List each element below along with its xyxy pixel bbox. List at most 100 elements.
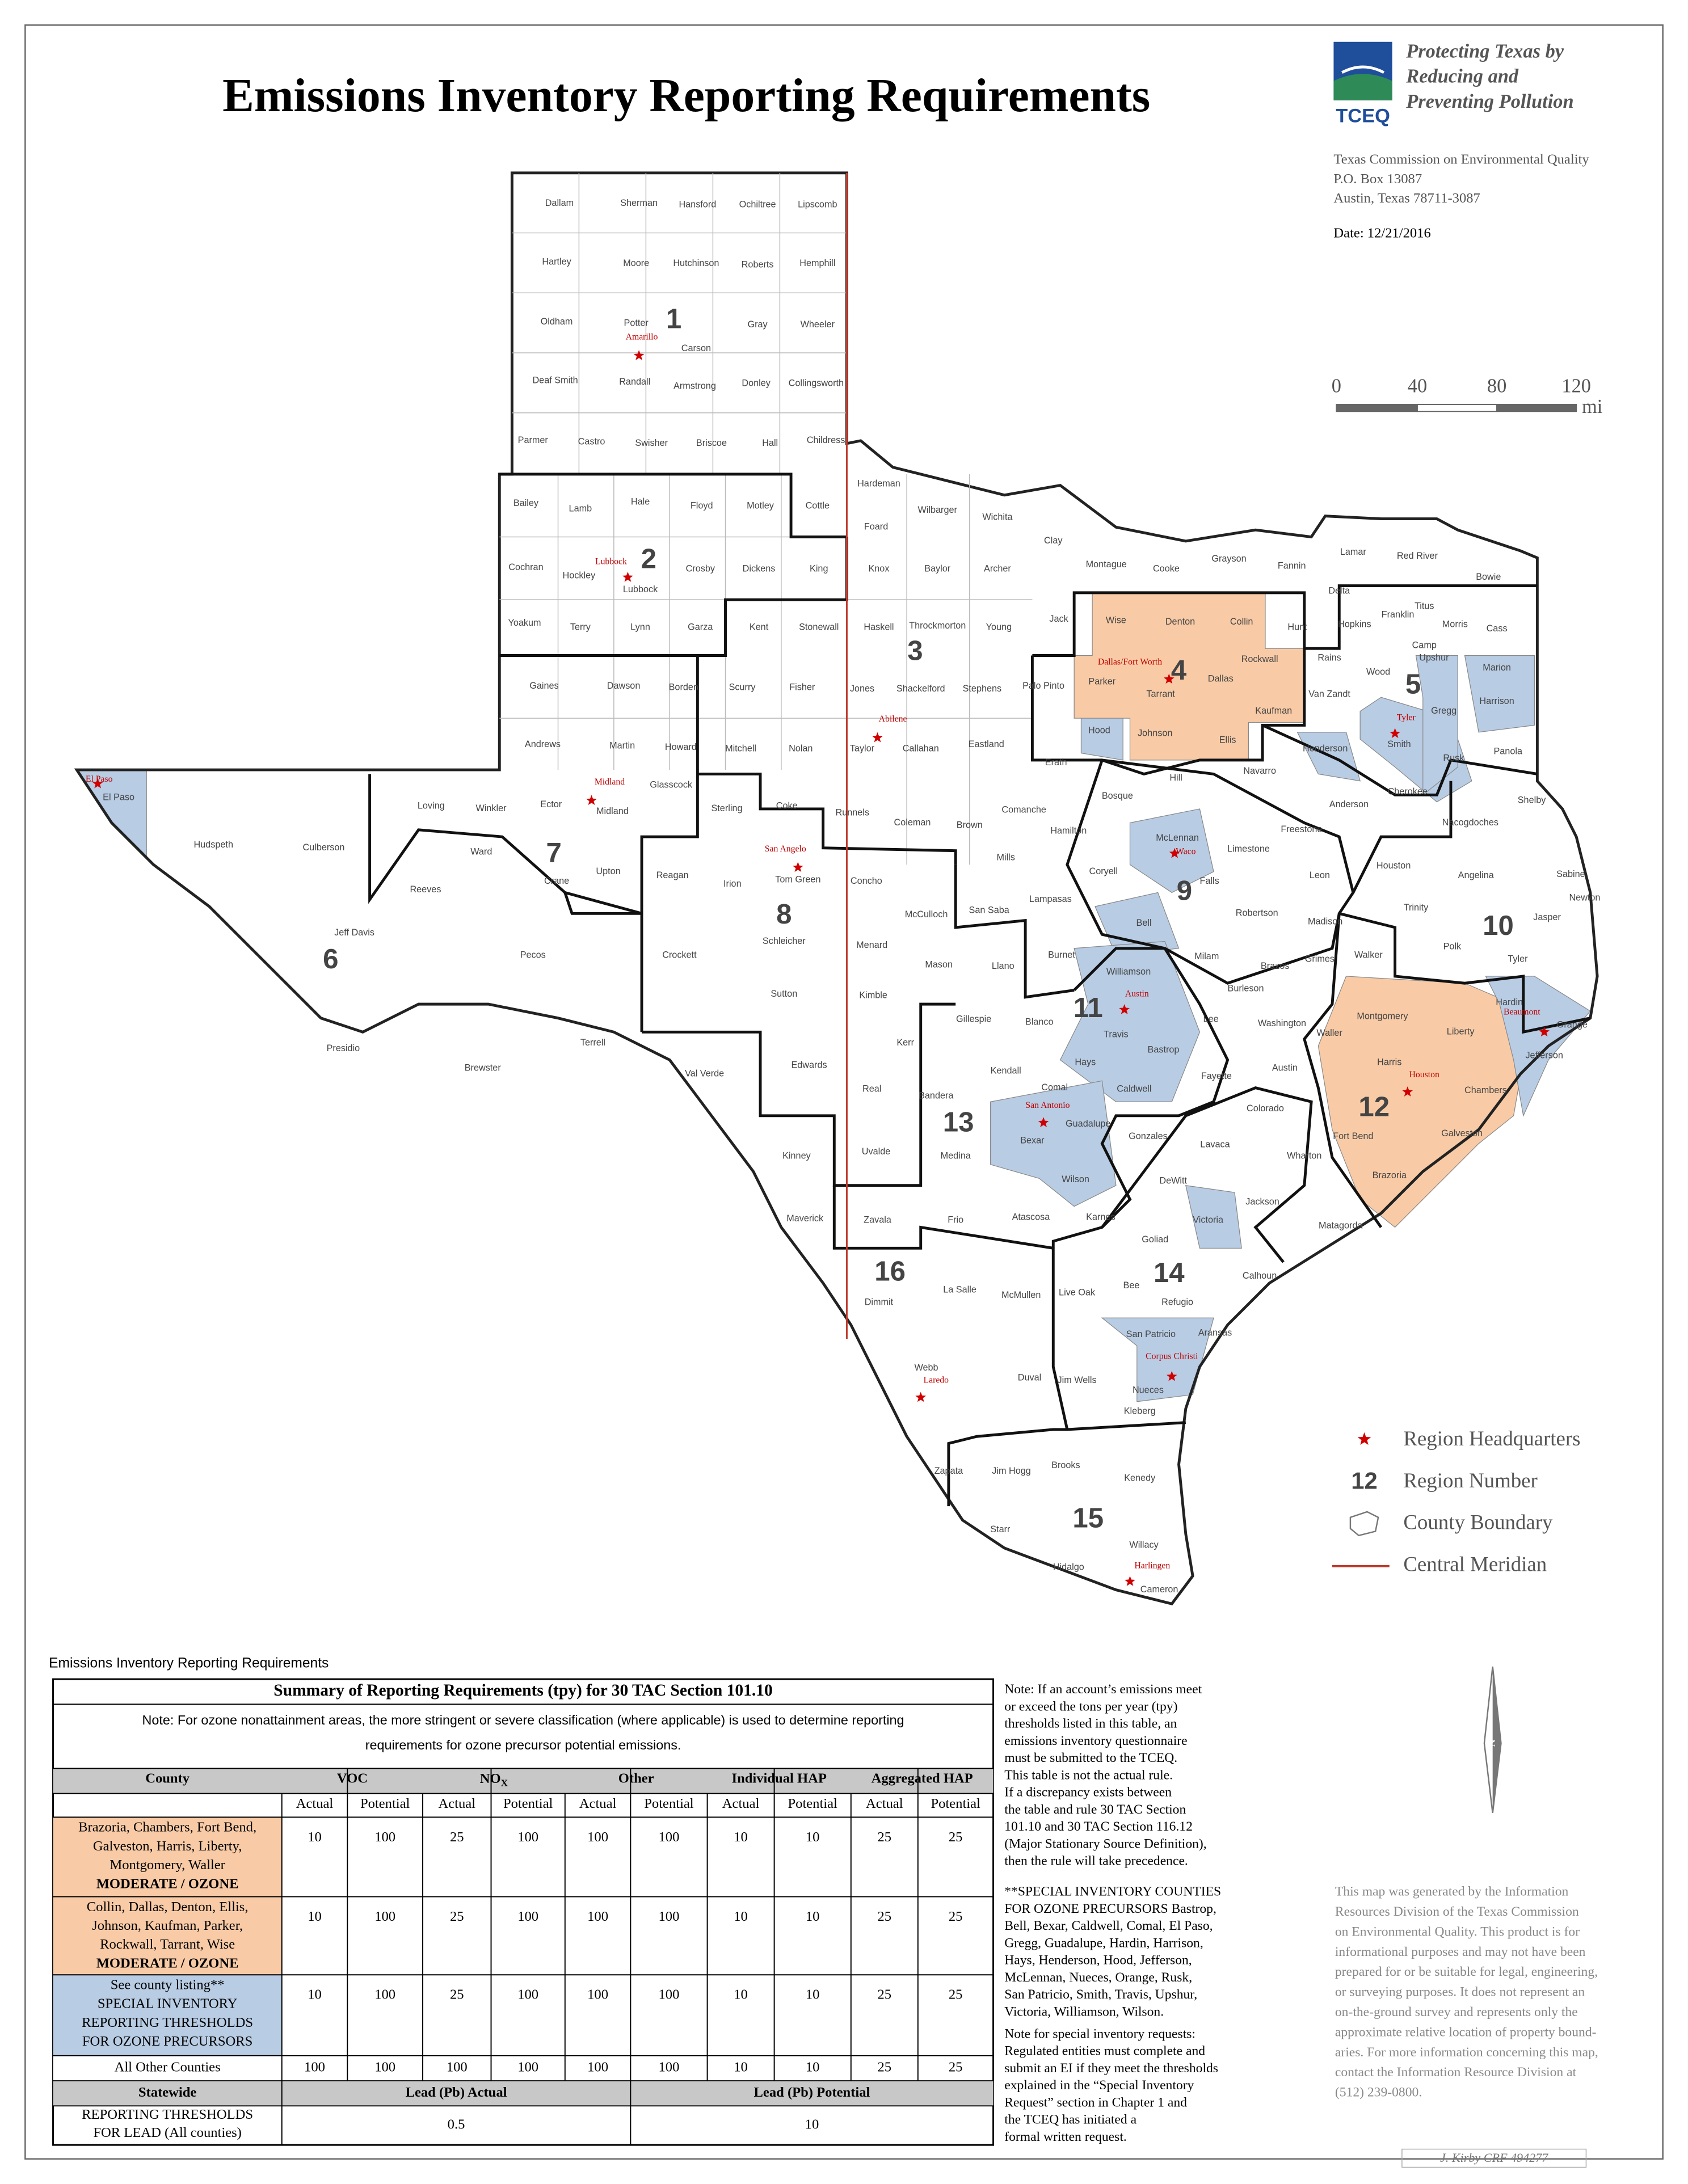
region-boundary — [954, 865, 1075, 999]
county-label: Frio — [948, 1215, 963, 1225]
county-label: Nueces — [1133, 1385, 1164, 1395]
county-label: Hamilton — [1050, 826, 1087, 836]
note-line: 101.10 and 30 TAC Section 116.12 — [1004, 1819, 1193, 1834]
county-cell: MODERATE / OZONE — [96, 1955, 239, 1971]
county-label: Harris — [1377, 1057, 1401, 1068]
disclaimer-line: Resources Division of the Texas Commissi… — [1335, 1904, 1579, 1919]
region-number: 7 — [546, 837, 561, 868]
legend-sample: 12 — [1351, 1467, 1377, 1494]
hq-label: Abilene — [879, 714, 907, 724]
county-label: Mitchell — [725, 743, 756, 753]
county-label: McLennan — [1156, 833, 1199, 843]
hq-label: Beaumont — [1504, 1007, 1540, 1017]
county-label: Val Verde — [685, 1068, 724, 1078]
county-label: Cass — [1487, 623, 1508, 634]
special-area — [1095, 892, 1180, 956]
region-boundary — [697, 773, 957, 865]
county-label: Carson — [681, 343, 711, 353]
county-label: Wilbarger — [918, 505, 958, 515]
region-number: 13 — [943, 1107, 974, 1138]
scale-label: 40 — [1408, 375, 1427, 397]
legend-label: Region Headquarters — [1403, 1427, 1580, 1450]
county-label: Clay — [1044, 536, 1063, 546]
county-label: Dallas — [1208, 674, 1234, 684]
lead-value: 0.5 — [448, 2116, 465, 2132]
county-label: Washington — [1258, 1018, 1306, 1028]
value-cell: 100 — [517, 1829, 538, 1845]
county-label: Travis — [1104, 1029, 1129, 1039]
county-label: Kaufman — [1255, 706, 1292, 716]
region-number: 6 — [323, 943, 338, 975]
county-label: Floyd — [691, 501, 713, 511]
request-line: Regulated entities must complete and — [1004, 2044, 1205, 2059]
county-label: Crockett — [662, 950, 697, 960]
hq-star — [1539, 1026, 1550, 1037]
hq-star — [872, 732, 883, 743]
county-label: Runnels — [835, 808, 869, 818]
county-label: Dimmit — [865, 1297, 894, 1308]
region-boundary — [832, 1185, 1054, 1250]
county-label: Baylor — [924, 563, 951, 574]
header-band — [53, 1768, 994, 1794]
county-label: Kent — [750, 622, 769, 633]
county-label: Comanche — [1001, 805, 1046, 815]
value-cell: 25 — [949, 1909, 963, 1924]
special-line: Gregg, Guadalupe, Hardin, Harrison, — [1004, 1936, 1203, 1950]
region-boundary — [1304, 584, 1538, 650]
value-cell: 10 — [734, 1829, 748, 1845]
region-number: 5 — [1405, 669, 1421, 700]
county-label: Upton — [596, 866, 620, 876]
county-label: Matagorda — [1319, 1220, 1363, 1230]
county-label: Rusk — [1443, 753, 1464, 764]
region-boundary — [563, 655, 699, 915]
row-shade — [53, 1817, 282, 1897]
county-label: Mason — [925, 960, 953, 970]
group-header: NOX — [480, 1771, 508, 1789]
county-label: Lamar — [1340, 547, 1367, 557]
county-label: Robertson — [1236, 908, 1278, 918]
hq-label: San Antonio — [1025, 1101, 1070, 1110]
address-line: P.O. Box 13087 — [1333, 171, 1422, 187]
county-label: Stephens — [963, 684, 1002, 694]
state-outline — [74, 171, 1599, 1606]
county-label: Nolan — [789, 743, 813, 753]
county-label: Walker — [1354, 950, 1383, 960]
note-line: (Major Stationary Source Definition), — [1004, 1836, 1206, 1851]
county-label: Fannin — [1278, 560, 1306, 571]
special-area — [1101, 1317, 1214, 1402]
region-number: 1 — [666, 303, 681, 334]
county-label: Young — [986, 622, 1012, 633]
county-label: Anderson — [1329, 799, 1369, 809]
disclaimer-line: prepared for or be suitable for legal, e… — [1335, 1964, 1598, 1979]
legend-star — [1357, 1432, 1371, 1445]
county-label: Newton — [1569, 893, 1600, 903]
region-boundary — [1303, 913, 1383, 1228]
county-label: Dawson — [607, 681, 641, 691]
value-cell: 10 — [806, 1987, 820, 2002]
county-label: Rockwall — [1241, 654, 1278, 664]
value-cell: 10 — [806, 1909, 820, 1924]
region-number: 10 — [1483, 910, 1514, 941]
county-label: Bailey — [513, 498, 539, 508]
value-cell: 25 — [878, 1987, 892, 2002]
slogan-line: Reducing and — [1405, 66, 1519, 87]
legend-county-icon — [1349, 1511, 1379, 1537]
lead-label: REPORTING THRESHOLDS — [82, 2107, 253, 2122]
county-label: Bosque — [1102, 791, 1133, 801]
county-label: Parmer — [518, 435, 549, 445]
date: Date: 12/21/2016 — [1333, 226, 1430, 241]
group-header: VOC — [337, 1771, 368, 1786]
hq-star — [92, 778, 103, 789]
subcolumn-header: Actual — [866, 1796, 903, 1811]
county-label: Fayette — [1201, 1071, 1232, 1081]
county-label: Denton — [1165, 617, 1195, 627]
county-label: Brown — [957, 820, 983, 830]
legend-label: Region Number — [1403, 1469, 1537, 1492]
county-label: Reeves — [410, 884, 441, 895]
county-label: Collingsworth — [789, 378, 844, 388]
county-cell: FOR OZONE PRECURSORS — [82, 2034, 252, 2049]
county-label: Swisher — [635, 438, 668, 448]
county-label: Colorado — [1247, 1103, 1284, 1114]
scale-label: 80 — [1487, 375, 1506, 397]
county-label: Upshur — [1419, 653, 1449, 663]
